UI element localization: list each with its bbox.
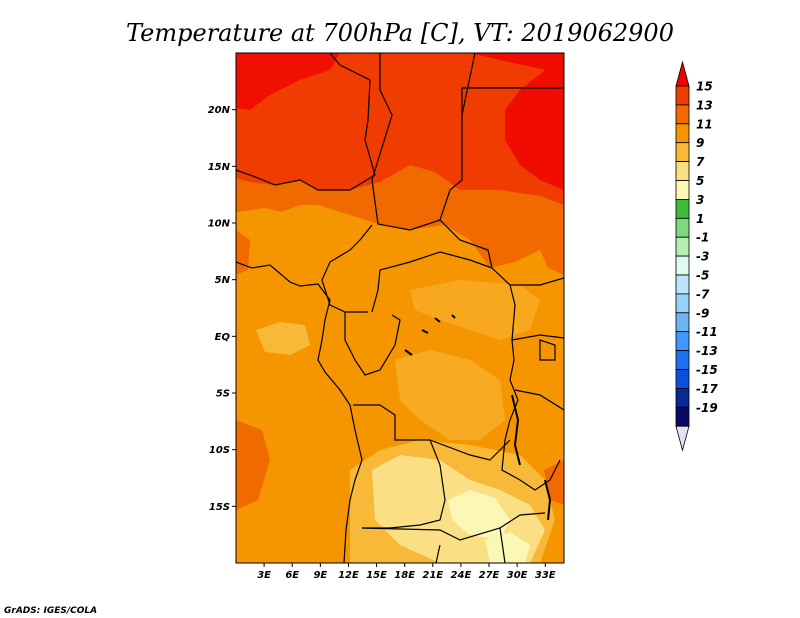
border-cameroon (321, 224, 373, 313)
border-car (371, 251, 493, 313)
colorbar-label: -1 (696, 231, 709, 245)
field-band-7-central (395, 350, 505, 440)
x-tick-label: 12E (338, 570, 359, 581)
country-borders (236, 53, 564, 563)
y-tick-label: EQ (215, 332, 231, 343)
border-botswana (435, 527, 506, 563)
x-axis: 3E 6E 9E 12E 15E 18E 21E 24E 27E 30E 33E (257, 563, 556, 581)
colorbar-box (675, 331, 690, 352)
colorbar-label: -15 (696, 363, 718, 377)
lake-tanganyika (511, 394, 521, 466)
lake-victoria (539, 339, 556, 361)
grads-credit: GrADS: IGES/COLA (4, 606, 97, 616)
y-tick-label: 5S (216, 389, 230, 400)
colorbar-box (675, 142, 690, 162)
colorbar-label: 11 (696, 117, 713, 131)
colorbar-box (675, 217, 690, 238)
border-tanzania (514, 389, 564, 411)
field-band-15-west (236, 53, 340, 110)
colorbar-label: -11 (696, 325, 718, 339)
border-angola (353, 404, 446, 529)
colorbar-box (675, 274, 690, 295)
y-tick-label: 10S (209, 445, 230, 456)
field-band-3-b (485, 532, 530, 563)
colorbar-label: -9 (696, 306, 709, 320)
x-tick-label: 6E (285, 570, 299, 581)
colorbar-box (675, 312, 690, 333)
colorbar-label: -3 (696, 250, 709, 264)
colorbar-label: 3 (696, 193, 704, 207)
field-band-3-a (448, 490, 510, 540)
rivers-congo (404, 314, 456, 356)
lake-malawi (544, 479, 552, 521)
colorbar-box (675, 406, 690, 427)
colorbar-bottom-triangle (675, 425, 690, 452)
y-tick-label: 20N (208, 105, 231, 116)
colorbar-box (675, 387, 690, 408)
temperature-field (236, 53, 564, 563)
colorbar-label: 13 (696, 98, 713, 112)
colorbar-top-triangle (675, 60, 690, 87)
colorbar-box (675, 369, 690, 389)
colorbar-box (675, 161, 690, 181)
x-tick-label: 15E (366, 570, 387, 581)
border-congo (344, 312, 401, 376)
y-tick-label: 5N (215, 275, 231, 286)
y-tick-label: 15N (208, 162, 231, 173)
field-band-13 (236, 53, 564, 205)
x-tick-label: 21E (422, 570, 443, 581)
colorbar-label: 15 (696, 80, 713, 94)
x-tick-label: 3E (257, 570, 271, 581)
colorbar-box (675, 293, 690, 314)
x-tick-label: 24E (451, 570, 472, 581)
y-tick-label: 10N (208, 219, 231, 230)
border-chad (371, 53, 476, 231)
colorbar-label: -17 (696, 382, 718, 396)
colorbar-label: -19 (696, 401, 718, 415)
colorbar-label: -13 (696, 344, 718, 358)
x-tick-label: 30E (507, 570, 528, 581)
x-tick-label: 33E (535, 570, 556, 581)
colorbar-label: 1 (696, 212, 704, 226)
colorbar-label: 7 (696, 155, 705, 169)
field-patch-southwest (236, 420, 270, 510)
field-band-15-east (470, 53, 564, 190)
colorbar-box (675, 123, 690, 144)
colorbar-label: 9 (696, 136, 704, 150)
border-niger-mali (236, 53, 376, 191)
border-uganda-kenya (511, 334, 564, 341)
x-tick-label: 9E (313, 570, 327, 581)
chart-title: Temperature at 700hPa [C], VT: 201906290… (126, 19, 674, 47)
map-frame (235, 52, 565, 564)
y-axis: 20N 15N 10N 5N EQ 5S 10S 15S (208, 105, 236, 513)
colorbar-box (675, 255, 690, 276)
border-drc-zambia (429, 439, 511, 461)
colorbar-box (675, 85, 690, 106)
colorbar: 15 13 11 9 7 5 3 1 -1 -3 -5 -7 -9 -11 -13 -15 -17 -19 (675, 60, 718, 452)
y-tick-label: 15S (209, 502, 230, 513)
field-band-7-gabon (256, 322, 310, 355)
colorbar-box (675, 104, 690, 125)
x-tick-label: 27E (479, 570, 500, 581)
field-band-7-congo (410, 280, 540, 340)
colorbar-box (675, 198, 690, 219)
colorbar-label: -7 (696, 287, 710, 301)
x-tick-label: 18E (394, 570, 415, 581)
border-namibia-zambia (361, 512, 546, 541)
colorbar-label: -5 (696, 269, 709, 283)
colorbar-label: 5 (696, 174, 704, 188)
colorbar-box (675, 236, 690, 257)
colorbar-box (675, 180, 690, 200)
west-coastline (236, 261, 363, 563)
colorbar-box (675, 350, 690, 370)
border-egypt-sudan (461, 87, 564, 115)
